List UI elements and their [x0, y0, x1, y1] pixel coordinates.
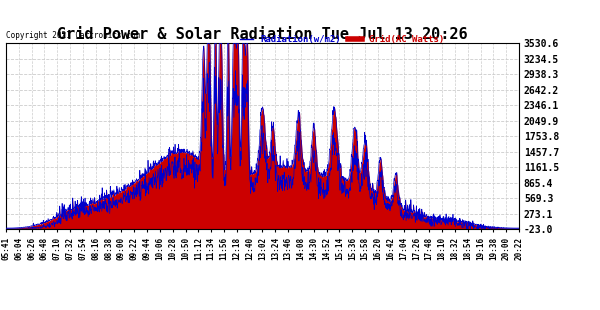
- Text: Copyright 2021 Cartronics.com: Copyright 2021 Cartronics.com: [6, 31, 140, 40]
- Title: Grid Power & Solar Radiation Tue Jul 13 20:26: Grid Power & Solar Radiation Tue Jul 13 …: [57, 27, 468, 42]
- Legend: Radiation(w/m2), Grid(AC Watts): Radiation(w/m2), Grid(AC Watts): [236, 31, 448, 47]
